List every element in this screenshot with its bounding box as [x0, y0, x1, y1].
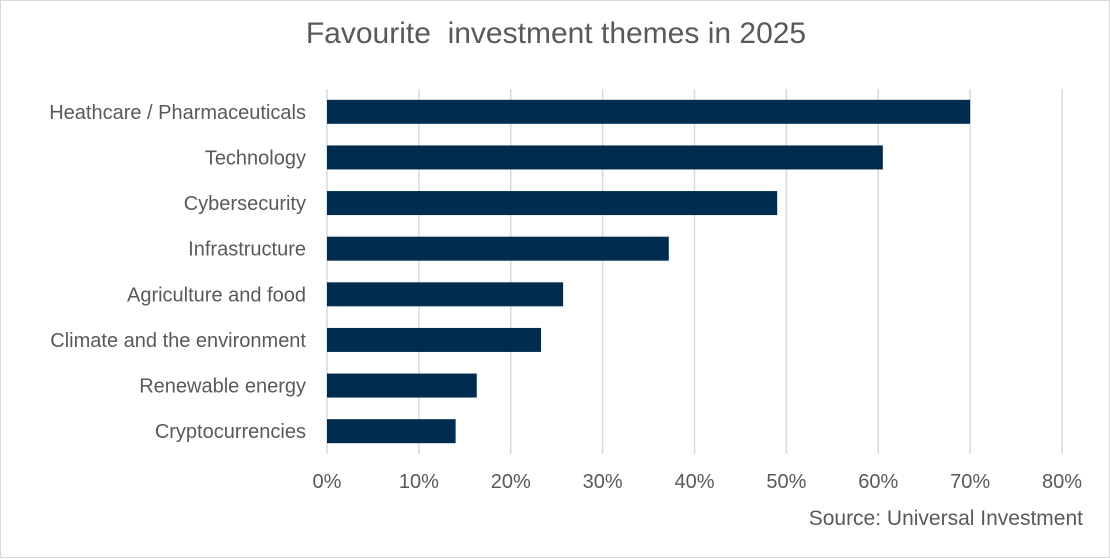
x-tick-label: 50%	[766, 471, 806, 493]
x-tick-label: 10%	[399, 471, 439, 493]
bar	[327, 419, 456, 444]
source-note: Source: Universal Investment	[808, 507, 1083, 530]
category-label: Technology	[205, 147, 306, 169]
category-label: Agriculture and food	[127, 284, 306, 306]
bar	[327, 99, 971, 124]
category-label: Cybersecurity	[184, 193, 306, 215]
x-tick-label: 20%	[491, 471, 531, 493]
chart-title: Favourite investment themes in 2025	[305, 17, 807, 50]
bar	[327, 236, 669, 261]
bar	[327, 327, 542, 352]
category-label: Heathcare / Pharmaceuticals	[49, 102, 306, 124]
x-tick-label: 80%	[1042, 471, 1082, 493]
category-label: Cryptocurrencies	[155, 421, 306, 443]
category-label: Infrastructure	[188, 239, 306, 261]
x-tick-label: 40%	[674, 471, 714, 493]
category-label: Renewable energy	[139, 376, 306, 398]
x-tick-label: 70%	[950, 471, 990, 493]
bar	[327, 191, 778, 216]
bar	[327, 373, 477, 398]
bar	[327, 145, 883, 170]
x-tick-label: 30%	[583, 471, 623, 493]
bar	[327, 282, 564, 307]
x-tick-label: 0%	[313, 471, 342, 493]
x-tick-label: 60%	[858, 471, 898, 493]
category-label: Climate and the environment	[50, 330, 306, 352]
